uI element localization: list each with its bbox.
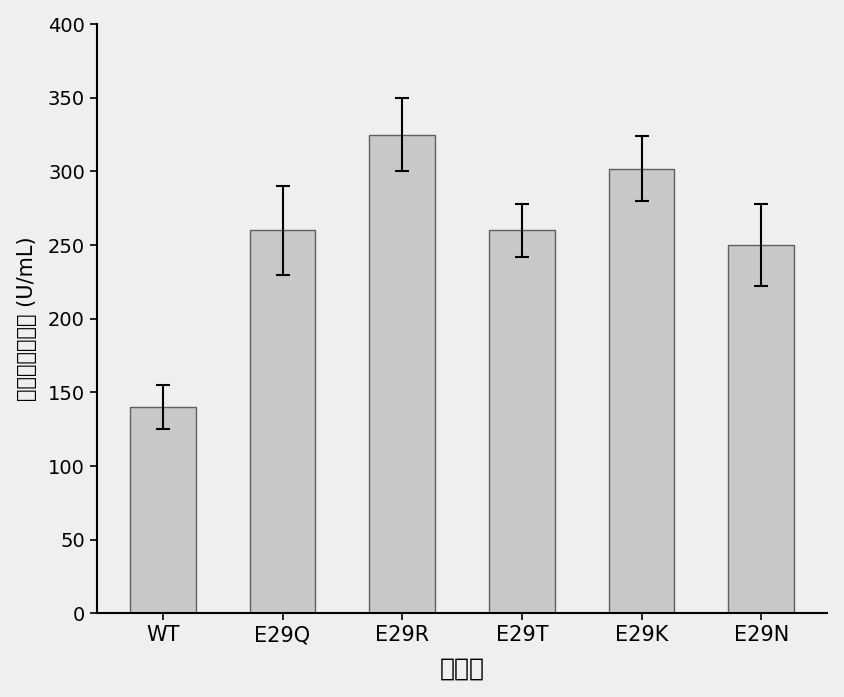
Bar: [728, 245, 794, 613]
Bar: [609, 169, 674, 613]
X-axis label: 突变体: 突变体: [440, 657, 484, 680]
Bar: [489, 231, 555, 613]
Bar: [250, 231, 316, 613]
Bar: [370, 135, 436, 613]
Bar: [130, 407, 196, 613]
Y-axis label: 天冬酰胺酶酶活 (U/mL): 天冬酰胺酶酶活 (U/mL): [17, 236, 36, 401]
